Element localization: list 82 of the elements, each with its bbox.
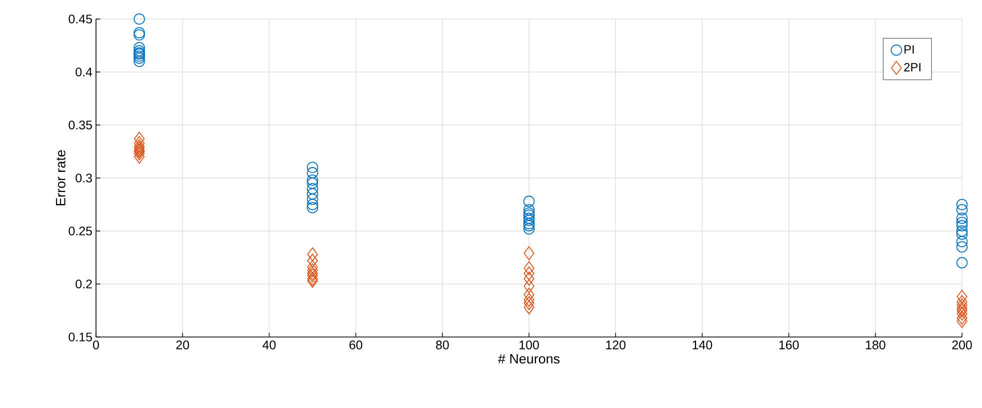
point	[956, 236, 968, 248]
point	[134, 136, 145, 150]
y-tick-label: 0.45	[68, 14, 92, 24]
point	[306, 167, 318, 178]
point	[524, 300, 534, 314]
point	[523, 214, 535, 226]
point	[956, 228, 968, 240]
y-axis-title: Error rate	[56, 150, 66, 206]
x-tick-label: 40	[262, 340, 276, 350]
point	[524, 296, 534, 310]
x-tick-label: 0	[93, 340, 99, 350]
point	[134, 27, 145, 38]
point	[523, 204, 535, 216]
point	[524, 292, 534, 307]
point	[134, 146, 145, 161]
point	[523, 212, 535, 224]
point	[956, 301, 968, 316]
point	[956, 295, 968, 309]
point	[134, 45, 145, 56]
point	[956, 314, 968, 328]
point	[956, 257, 968, 268]
point	[524, 288, 534, 302]
point	[306, 188, 318, 200]
point	[956, 241, 968, 253]
y-tick-label: 0.4	[76, 68, 92, 76]
x-tick-label: 100	[520, 340, 539, 350]
point	[956, 198, 968, 210]
point	[956, 225, 968, 237]
point	[306, 174, 318, 186]
point	[956, 298, 968, 312]
point	[956, 290, 968, 304]
point	[134, 150, 145, 164]
x-tick-label: 160	[779, 340, 799, 350]
point	[307, 260, 318, 274]
legend-label: PI	[904, 45, 914, 54]
legend-label: 2PI	[904, 62, 920, 72]
point	[524, 261, 534, 276]
point	[134, 52, 145, 64]
point	[306, 162, 318, 174]
point	[524, 279, 534, 294]
point	[524, 246, 534, 260]
y-tick-label: 0.35	[68, 120, 92, 130]
x-tick-label: 20	[176, 340, 190, 350]
point	[523, 196, 535, 207]
point	[306, 198, 318, 210]
point	[956, 306, 968, 321]
point	[956, 204, 968, 216]
x-tick-label: 200	[952, 340, 972, 350]
x-axis-title: # Neurons	[498, 354, 560, 364]
point	[956, 216, 968, 228]
point	[134, 42, 145, 54]
point	[307, 268, 318, 282]
point	[524, 266, 534, 280]
y-tick-label: 0.2	[76, 280, 92, 288]
x-tick-label: 80	[436, 340, 449, 350]
point	[134, 132, 145, 146]
y-tick-label: 0.25	[68, 226, 92, 236]
point	[134, 29, 145, 41]
point	[956, 212, 968, 224]
point	[306, 194, 318, 205]
point	[523, 220, 535, 232]
point	[307, 247, 318, 262]
point	[134, 56, 145, 68]
y-tick-label: 0.3	[76, 174, 92, 182]
x-tick-label: 60	[350, 340, 362, 350]
point	[523, 223, 535, 235]
point	[956, 310, 968, 325]
point	[956, 220, 968, 232]
point	[956, 304, 968, 318]
x-tick-label: 120	[606, 340, 626, 350]
point	[306, 178, 318, 189]
y-tick-label: 0.15	[68, 332, 92, 342]
x-tick-label: 140	[692, 340, 712, 350]
point	[307, 266, 318, 280]
point	[306, 202, 318, 214]
point	[134, 13, 145, 25]
point	[306, 182, 318, 194]
point	[524, 272, 534, 286]
point	[307, 263, 318, 278]
point	[523, 218, 535, 230]
x-tick-label: 180	[866, 340, 886, 350]
point	[307, 254, 318, 268]
